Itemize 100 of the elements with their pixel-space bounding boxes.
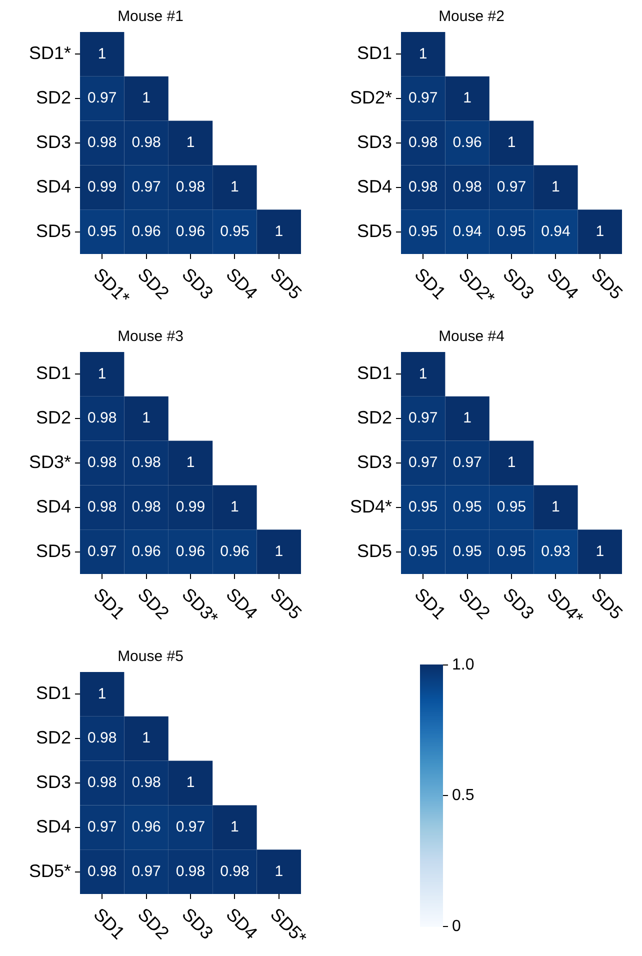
y-tick-label: SD1: [36, 363, 71, 384]
y-tick-label: SD4*: [350, 496, 392, 516]
data-label: 0.95: [408, 498, 438, 516]
data-label: 1: [230, 178, 239, 196]
data-label: 0.98: [88, 730, 117, 747]
y-tick-label: SD1: [36, 683, 71, 704]
data-label: 0.96: [176, 222, 206, 240]
data-label: 0.95: [496, 542, 526, 560]
data-label: 1: [596, 222, 604, 240]
x-tick-label: SD3: [499, 264, 538, 304]
color-bar-label: 0.5: [452, 787, 474, 804]
data-label: 0.97: [132, 862, 161, 880]
data-label: 1: [142, 90, 150, 107]
data-label: 0.97: [408, 90, 438, 107]
x-tick-label: SD2: [134, 264, 173, 304]
data-label: 0.94: [452, 222, 482, 240]
chart-title: Mouse #2: [438, 8, 504, 26]
data-label: 0.95: [496, 498, 526, 516]
data-label: 0.96: [176, 542, 206, 560]
data-label: 0.96: [132, 542, 161, 560]
data-label: 0.96: [132, 818, 161, 836]
y-tick-label: SD1*: [28, 43, 71, 64]
data-label: 0.99: [176, 498, 206, 516]
data-label: 1: [142, 730, 150, 747]
data-label: 0.98: [220, 862, 250, 880]
y-tick-label: SD3: [36, 772, 71, 792]
y-tick-label: SD1: [356, 363, 392, 384]
y-tick-label: SD5: [36, 220, 71, 241]
data-label: 0.93: [541, 542, 570, 560]
y-tick-label: SD4: [36, 816, 71, 836]
data-label: 0.96: [452, 134, 482, 152]
color-bar-label: 1.0: [452, 656, 474, 674]
data-label: 0.99: [88, 178, 117, 196]
x-tick-label: SD5: [266, 584, 306, 624]
y-tick-label: SD2: [36, 728, 71, 748]
data-label: 0.95: [408, 222, 438, 240]
data-label: 0.95: [220, 222, 250, 240]
x-tick-label: SD4: [222, 904, 262, 944]
y-tick-label: SD4: [36, 176, 71, 196]
data-label: 0.95: [88, 222, 117, 240]
data-label: 0.98: [132, 454, 161, 472]
x-tick-label: SD4*: [543, 584, 588, 628]
x-tick-label: SD2: [134, 584, 173, 624]
data-label: 0.94: [541, 222, 570, 240]
x-tick-label: SD2: [134, 904, 173, 944]
y-tick-label: SD3: [36, 132, 71, 152]
x-tick-label: SD2: [454, 584, 494, 624]
x-tick-label: SD4: [222, 584, 262, 624]
y-tick-label: SD2: [356, 408, 392, 428]
x-tick-label: SD3*: [178, 584, 222, 628]
data-label: 0.96: [132, 222, 161, 240]
x-tick-label: SD4: [543, 264, 582, 304]
data-label: 1: [98, 685, 106, 702]
y-tick-label: SD5*: [28, 860, 71, 881]
data-label: 1: [274, 222, 284, 240]
data-label: 0.97: [88, 90, 117, 107]
data-label: 1: [230, 818, 239, 836]
data-label: 0.98: [88, 774, 117, 792]
y-tick-label: SD4: [36, 496, 71, 516]
y-tick-label: SD3*: [28, 452, 71, 472]
data-label: 0.97: [452, 454, 482, 472]
data-label: 1: [552, 178, 560, 196]
data-label: 1: [230, 498, 239, 516]
color-bar-label: 0: [452, 918, 461, 935]
data-label: 1: [186, 774, 195, 792]
data-label: 0.98: [132, 134, 161, 152]
data-label: 1: [552, 498, 560, 516]
data-label: 1: [142, 410, 150, 427]
data-label: 0.95: [452, 498, 482, 516]
data-label: 1: [98, 45, 106, 62]
data-label: 1: [507, 454, 516, 472]
data-label: 0.95: [496, 222, 526, 240]
y-tick-label: SD1: [356, 43, 392, 64]
y-tick-label: SD3: [356, 452, 392, 472]
data-label: 1: [418, 365, 428, 382]
y-tick-label: SD2: [36, 408, 71, 428]
chart-title: Mouse #5: [118, 648, 184, 666]
data-label: 0.97: [88, 818, 117, 836]
x-tick-label: SD3: [178, 264, 218, 304]
data-label: 0.98: [176, 178, 206, 196]
data-label: 0.96: [220, 542, 250, 560]
x-tick-label: SD3: [178, 904, 218, 944]
data-label: 0.98: [132, 498, 161, 516]
data-label: 0.98: [132, 774, 161, 792]
x-tick-label: SD5: [588, 584, 626, 624]
data-label: 0.97: [408, 410, 438, 427]
y-tick-label: SD5: [356, 540, 392, 561]
data-label: 1: [274, 862, 284, 880]
data-label: 1: [274, 542, 284, 560]
data-label: 0.98: [176, 862, 206, 880]
data-label: 1: [186, 454, 195, 472]
chart-title: Mouse #3: [118, 328, 184, 346]
data-label: 0.97: [496, 178, 526, 196]
x-tick-label: SD3: [499, 584, 538, 624]
y-tick-label: SD4: [356, 176, 392, 196]
data-label: 0.98: [452, 178, 482, 196]
data-label: 1: [418, 45, 428, 62]
data-label: 1: [463, 410, 472, 427]
data-label: 0.97: [88, 542, 117, 560]
data-label: 0.97: [176, 818, 206, 836]
